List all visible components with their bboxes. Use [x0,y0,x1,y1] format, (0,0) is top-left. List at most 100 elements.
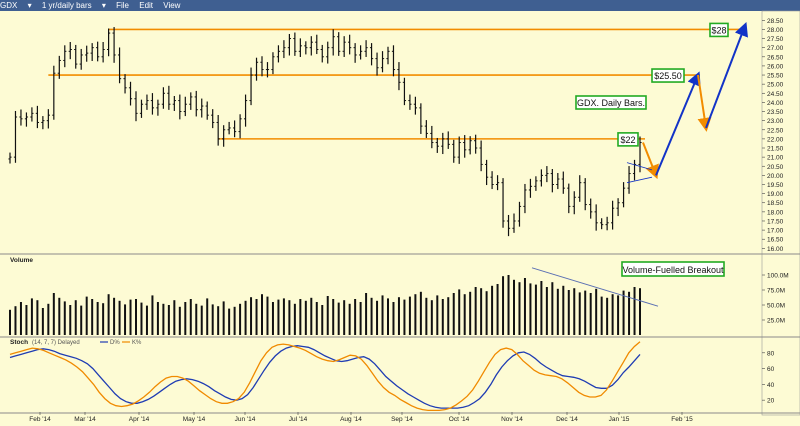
price-bar [150,93,155,115]
volume-trendline [531,267,659,307]
period-dropdown[interactable]: 1 yr/daily bars ▾ [41,1,106,10]
price-bar [156,99,160,116]
price-bar [183,96,187,117]
price-bar [621,182,626,208]
price-bar [539,169,543,187]
price-bar [463,135,467,158]
price-bar [495,175,500,191]
volume-y-tick-label: 50.0M [767,303,785,310]
price-bar [167,85,171,110]
stoch-params: (14, 7, 7) Delayed [32,340,80,346]
price-bar [85,45,89,62]
stoch-y-tick-label: 40 [767,382,775,389]
price-y-tick-label: 17.00 [767,228,784,235]
price-bar [402,77,407,106]
price-bar [194,90,198,117]
price-bar [243,94,248,127]
symbol-dropdown[interactable]: GDX ▾ [0,1,32,10]
x-tick-label: Dec '14 [556,416,578,423]
x-tick-label: Feb '15 [671,416,693,423]
label-22: $22 [620,135,635,145]
price-y-tick-label: 18.50 [767,200,784,207]
x-tick-label: Apr '14 [129,416,150,423]
pennant-top-line [626,162,653,171]
price-y-tick-label: 22.00 [767,136,784,143]
menu-edit[interactable]: Edit [139,1,154,10]
pennant-bottom-line [626,176,653,184]
price-bar [63,45,67,68]
price-bar [375,52,379,76]
price-bar [391,45,396,77]
price-bar [112,27,116,63]
price-bar [413,96,417,115]
price-bar [90,43,94,61]
stoch-pane-title: Stoch [10,339,28,346]
price-bar [561,171,565,194]
volume-breakout-label: Volume-Fuelled Breakout [622,265,724,275]
price-bar [490,171,494,190]
price-bar [468,136,472,155]
price-bar [107,28,111,57]
x-tick-label: Nov '14 [501,416,523,423]
price-y-tick-label: 23.50 [767,109,784,116]
price-y-tick-label: 16.50 [767,237,784,244]
price-bar [96,41,100,62]
price-bar [611,200,615,230]
price-bar [13,110,18,163]
x-tick-label: Jul '14 [289,416,308,423]
price-bar [534,176,538,191]
price-bar [419,103,423,134]
price-bar [369,43,374,66]
menu-view[interactable]: View [163,1,181,10]
price-y-tick-label: 28.00 [767,27,784,34]
price-bar [178,94,182,120]
price-bar [211,109,215,129]
price-y-tick-label: 27.50 [767,36,784,43]
right-axis-strip [761,10,800,416]
price-bar [408,94,412,110]
price-bar [632,159,637,181]
menu-file[interactable]: File [116,1,129,10]
price-bar [501,178,505,228]
price-bar [359,45,363,60]
price-bar [441,132,445,155]
price-y-tick-label: 19.00 [767,191,784,198]
price-bar [474,134,478,154]
price-bar [19,109,23,126]
price-bar [265,62,270,78]
price-bar [424,120,428,138]
price-bar [35,105,39,129]
price-bar [222,125,226,147]
price-bar [260,56,264,77]
price-bar [189,92,193,110]
price-bar [30,107,34,122]
stoch-y-tick-label: 20 [767,398,775,405]
x-tick-label: Jan '15 [609,416,630,423]
volume-y-tick-label: 25.0M [767,318,785,325]
volume-y-tick-label: 75.0M [767,288,785,295]
x-tick-label: May '14 [183,416,206,423]
x-tick-label: Mar '14 [74,416,96,423]
price-bar [74,44,78,69]
price-bar [506,214,511,237]
price-bar [68,42,72,60]
x-tick-label: Jun '14 [235,416,256,423]
price-bar [172,96,176,111]
label-28: $28 [711,25,726,35]
price-bar [139,99,144,118]
price-bar [550,168,554,193]
price-bar [52,65,56,120]
price-y-tick-label: 17.50 [767,218,784,225]
price-bar [435,137,439,153]
price-bar [238,114,242,139]
price-bar [101,42,105,63]
price-bar [397,62,401,91]
label-28-box [709,22,729,38]
menu-bar: GDX ▾ 1 yr/daily bars ▾ File Edit View [0,0,800,11]
price-y-tick-label: 25.00 [767,82,784,89]
price-y-tick-label: 21.00 [767,155,784,162]
price-bar [523,183,527,214]
x-tick-label: Aug '14 [340,416,362,423]
price-bar [380,51,385,73]
price-bar [430,125,434,149]
